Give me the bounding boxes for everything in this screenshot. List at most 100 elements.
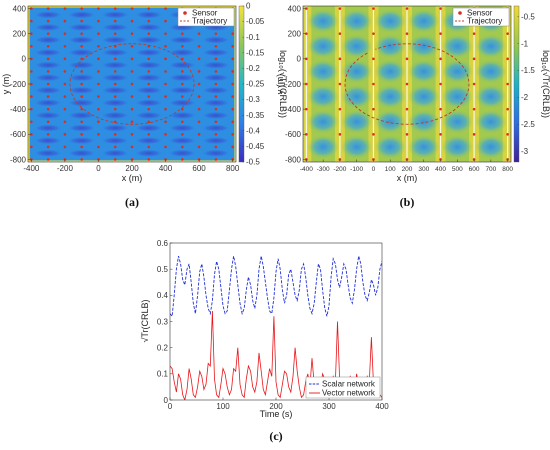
heatmap-b-cell <box>374 34 407 59</box>
sensor-marker <box>97 95 100 98</box>
sensor-marker <box>372 82 375 86</box>
sensor-marker <box>506 57 509 61</box>
legend-a-sensor-marker <box>183 11 187 15</box>
sensor-marker <box>147 70 151 73</box>
sensor-marker <box>231 158 234 161</box>
sensor-marker <box>97 57 100 61</box>
y-tick-label: -800 <box>10 155 27 164</box>
legend-c-box <box>305 376 381 399</box>
legend-a-trajectory: Trajectory <box>192 17 227 26</box>
x-axis-label-a: x (m) <box>122 173 143 183</box>
y-tick-label: 0 <box>22 55 27 64</box>
heatmap-b-cell <box>340 9 373 34</box>
sensor-marker <box>197 158 201 161</box>
sensor-marker <box>164 7 167 10</box>
sensor-marker <box>113 145 117 149</box>
caption-a: (a) <box>125 195 139 209</box>
heatmap-a-cell <box>134 23 164 32</box>
sensor-marker <box>164 133 167 136</box>
sensor-marker <box>97 145 100 149</box>
sensor-marker <box>439 57 442 61</box>
legend-b-trajectory: Trajectory <box>467 17 502 26</box>
sensor-marker <box>305 158 308 161</box>
heatmap-a-cell <box>168 149 197 157</box>
sensor-marker <box>164 120 167 124</box>
sensor-marker <box>147 107 151 111</box>
sensor-marker <box>130 19 134 23</box>
sensor-marker <box>181 158 184 161</box>
x-tick-label: -200 <box>57 164 74 173</box>
sensor-marker <box>214 44 218 48</box>
heatmap-a-cell <box>100 111 130 120</box>
y-tick-label: 0 <box>297 55 302 64</box>
heatmap-b-cell <box>474 59 507 84</box>
heatmap-a-cell <box>33 86 63 95</box>
sensor-marker <box>97 7 100 10</box>
x-tick-label: -200 <box>333 166 346 173</box>
heatmap-a-cell <box>100 48 130 57</box>
sensor-marker <box>439 7 442 10</box>
sensor-marker <box>214 158 218 161</box>
colorbar-tick-label: -1.5 <box>521 66 535 75</box>
sensor-marker <box>63 44 67 48</box>
sensor-marker <box>181 120 184 124</box>
sensor-marker <box>113 70 117 73</box>
sensor-marker <box>63 32 67 35</box>
heatmap-a-cell <box>134 149 164 157</box>
sensor-marker <box>97 133 100 136</box>
sensor-marker <box>197 70 201 73</box>
y-tick-label: 400 <box>288 4 302 13</box>
heatmap-a-cell <box>100 99 130 107</box>
sensor-marker <box>197 82 201 86</box>
heatmap-b-cell <box>474 84 507 109</box>
sensor-marker <box>181 145 184 149</box>
heatmap-a-cell <box>168 86 197 95</box>
x-ticks-a: -400 -200 0 200 400 600 800 <box>23 159 240 173</box>
sensor-marker <box>231 145 234 149</box>
sensor-marker <box>506 82 509 86</box>
sensor-marker <box>130 82 134 86</box>
y-ticks-a: -800 -600 -400 -200 0 200 400 <box>10 4 31 164</box>
heatmap-a-cell <box>33 73 63 82</box>
colorbar-tick-label: -0.5 <box>521 12 535 21</box>
sensor-marker <box>46 95 50 98</box>
heatmap-a-cell <box>67 111 96 120</box>
legend-b: Sensor Trajectory <box>452 7 510 27</box>
heatmap-a-cell <box>33 23 63 32</box>
heatmap-b-cell <box>407 134 440 159</box>
x-tick-label: 400 <box>159 164 173 173</box>
sensor-marker <box>472 158 476 161</box>
sensor-marker <box>164 107 167 111</box>
sensor-marker <box>214 70 218 73</box>
sensor-marker <box>30 44 33 48</box>
colorbar-b-label: log₁₀(√Tr(CRLB)) <box>541 50 550 118</box>
sensor-marker <box>472 133 476 136</box>
x-ticks-b: -400 -300 -200 -100 0 100 200 300 400 500 600 700 80… <box>300 159 513 173</box>
sensor-marker <box>147 82 151 86</box>
colorbar-a-label: log₁₀(√Tr(CRLB)) <box>278 50 288 118</box>
heatmap-a-cell <box>67 99 96 107</box>
x-tick-label: 400 <box>375 402 389 411</box>
x-tick-label: 400 <box>435 166 446 173</box>
sensor-marker <box>113 82 117 86</box>
heatmap-a-cell <box>67 73 96 82</box>
heatmap-b-cell <box>307 59 340 84</box>
heatmap-a-cell <box>33 11 63 19</box>
sensor-marker <box>147 32 151 35</box>
heatmap-b-cell <box>474 34 507 59</box>
panel-b: -400 -300 -200 -100 0 100 200 300 400 500 600 700 80… <box>275 4 550 209</box>
sensor-marker <box>46 82 50 86</box>
heatmap-a-cell <box>168 73 197 82</box>
sensor-marker <box>80 107 83 111</box>
sensor-marker <box>147 133 151 136</box>
heatmap-a-cell <box>100 149 130 157</box>
sensor-marker <box>305 7 308 10</box>
x-tick-label: 200 <box>269 402 283 411</box>
heatmap-a-cell <box>168 61 197 69</box>
sensor-marker <box>197 120 201 124</box>
sensor-marker <box>113 158 117 161</box>
heatmap-a <box>28 6 236 162</box>
sensor-marker <box>46 19 50 23</box>
panel-a: -400 -200 0 200 400 600 800 -800 -600 -400 -200 0 2… <box>1 2 288 209</box>
heatmap-a-cell <box>168 111 197 120</box>
